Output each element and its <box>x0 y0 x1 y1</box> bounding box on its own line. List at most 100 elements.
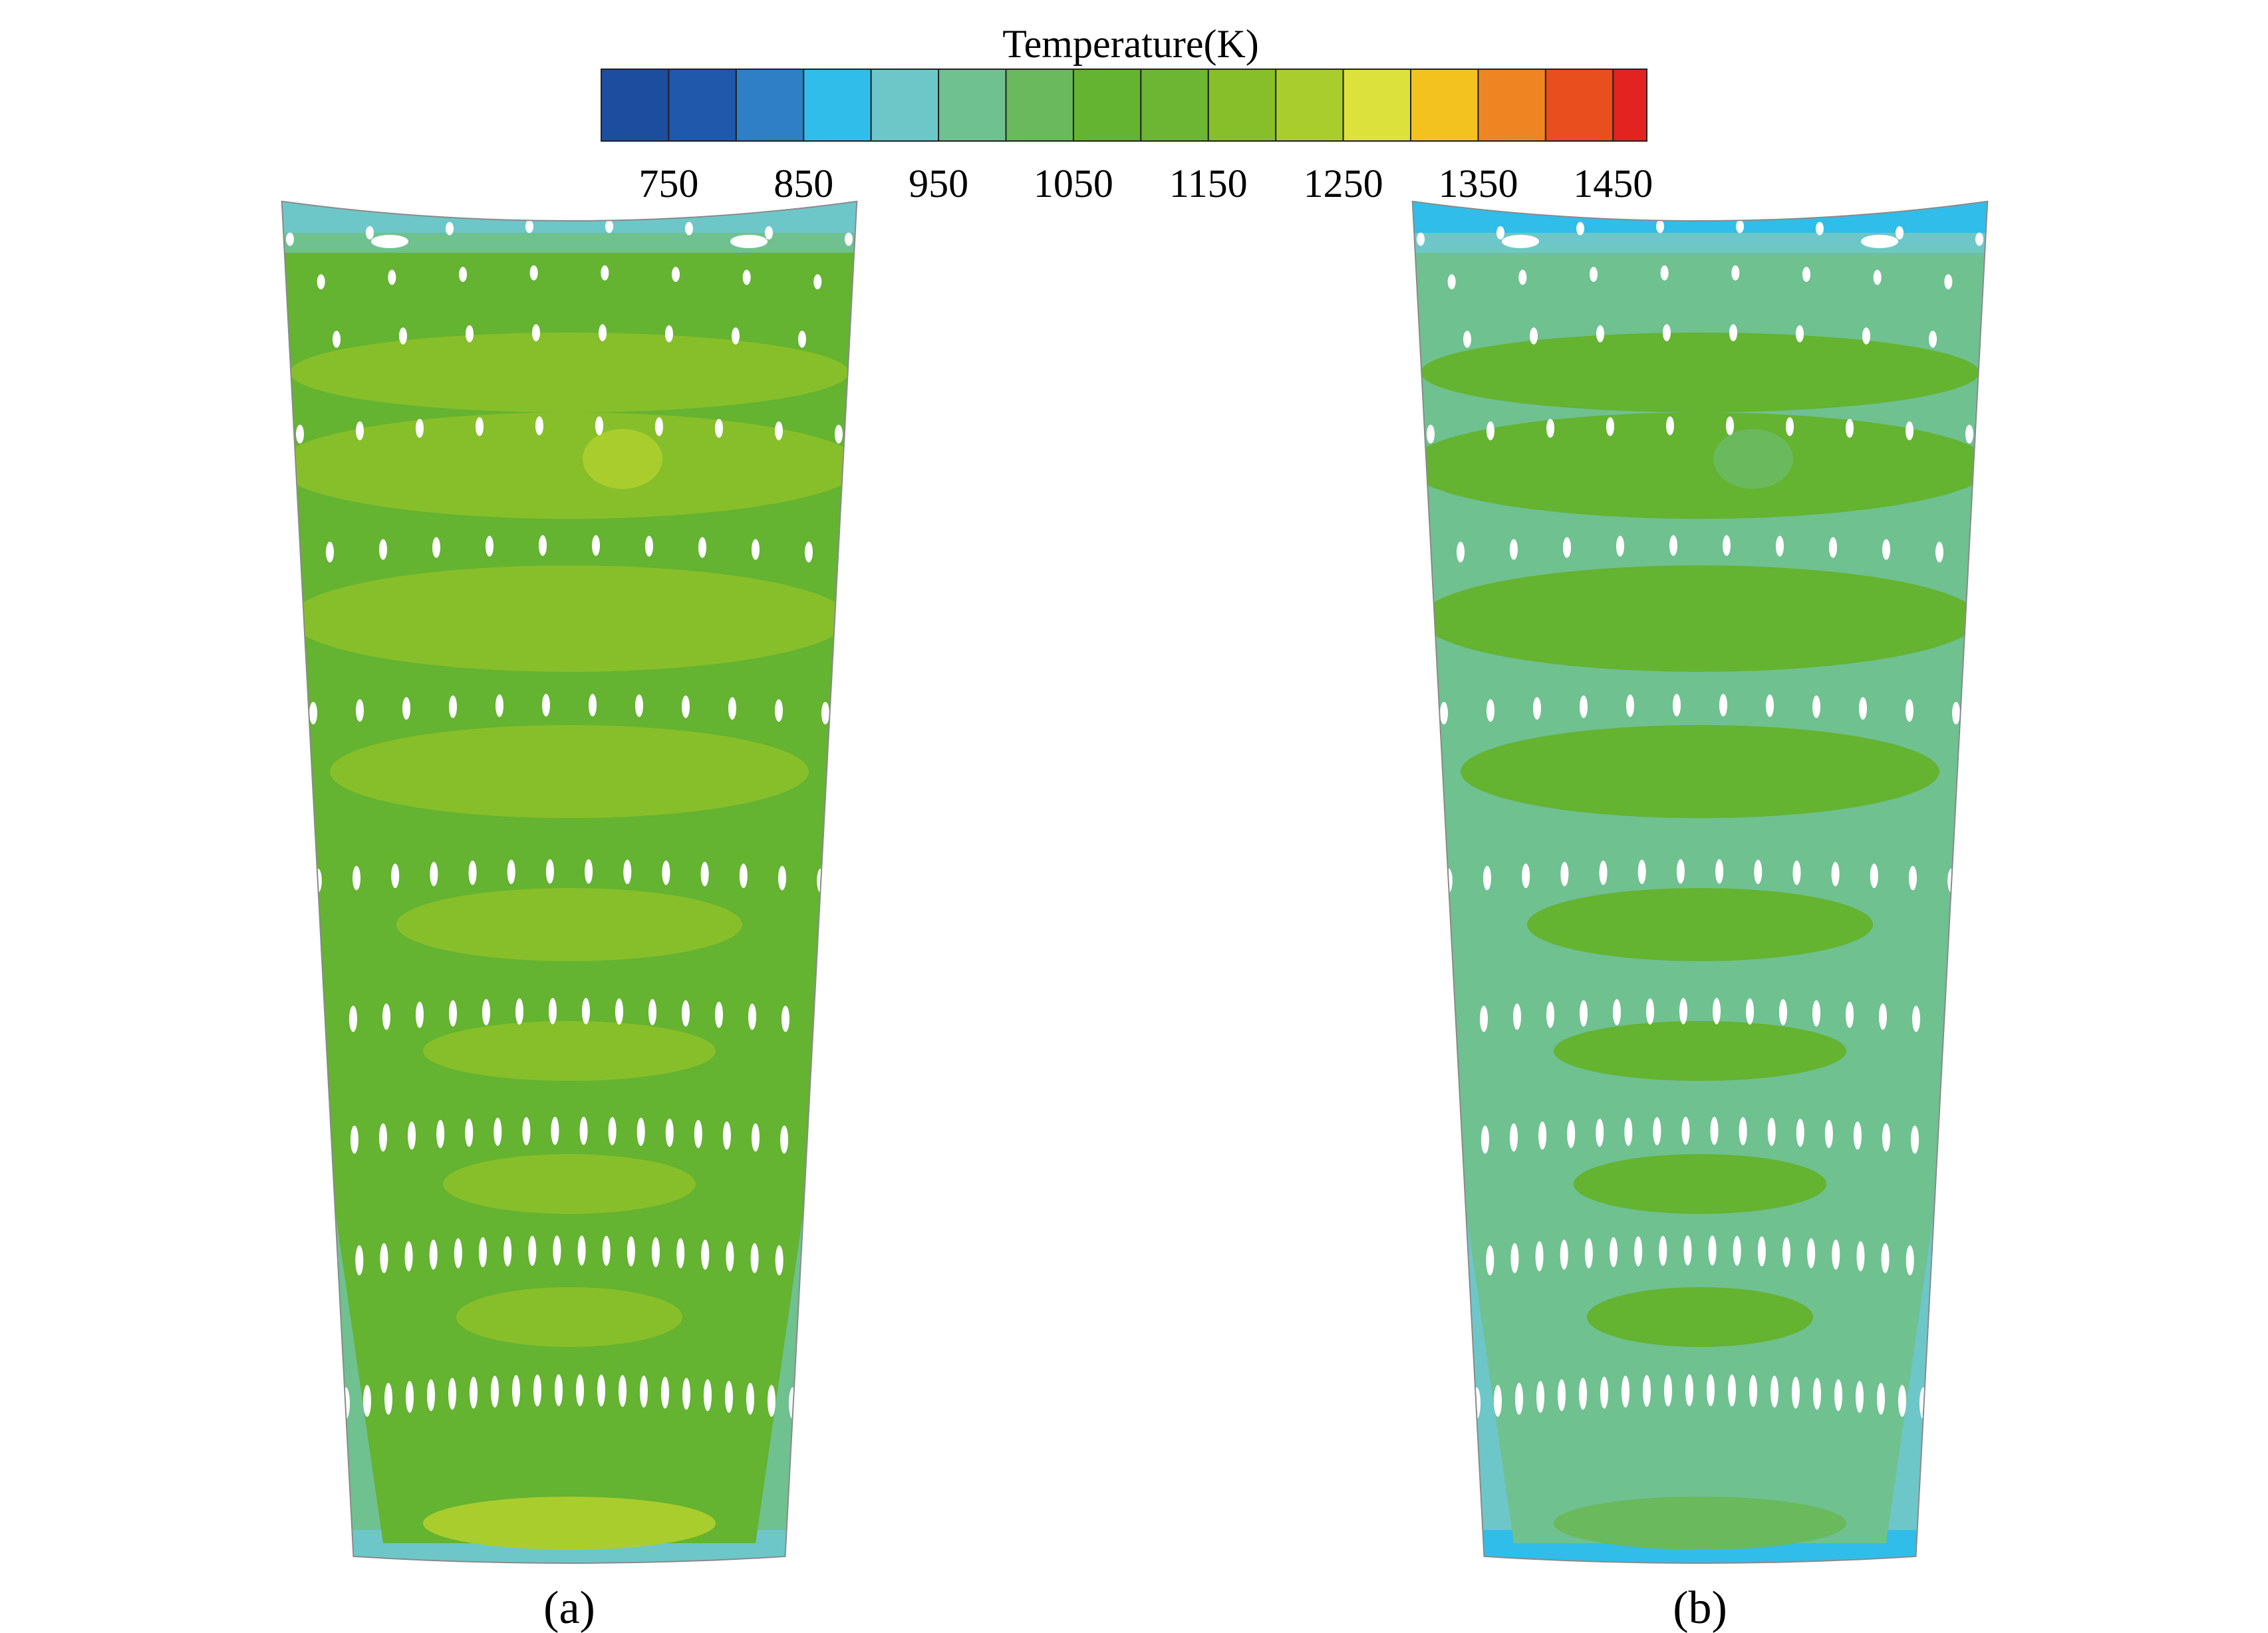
colorbar-band-1 <box>668 69 737 142</box>
cooling-hole <box>1347 709 1355 732</box>
cooling-hole <box>273 545 281 565</box>
cooling-hole <box>582 998 590 1024</box>
cooling-hole <box>553 1235 561 1266</box>
cooling-hole <box>1347 1018 1355 1045</box>
cooling-hole <box>1906 699 1914 722</box>
cooling-hole <box>1622 1376 1630 1408</box>
cooling-hole <box>321 1127 330 1157</box>
cooling-hole <box>1656 220 1664 233</box>
cooling-hole <box>503 1236 512 1266</box>
cooling-hole <box>479 1237 487 1268</box>
cooling-hole <box>1832 1239 1840 1270</box>
cooling-hole <box>1314 1022 1322 1049</box>
cooling-hole <box>1522 863 1530 889</box>
cooling-hole <box>1563 537 1571 558</box>
cooling-hole <box>170 713 178 736</box>
cooling-hole <box>576 1374 584 1407</box>
cooling-hole <box>539 535 547 556</box>
cooling-hole <box>698 537 706 558</box>
cooling-hole <box>1945 1008 1953 1035</box>
cooling-hole <box>1496 226 1504 239</box>
cooling-hole <box>113 559 121 579</box>
cooling-hole <box>281 1396 286 1428</box>
cooling-hole <box>1300 713 1308 736</box>
cooling-hole <box>1510 1123 1518 1152</box>
cooling-hole <box>1660 265 1669 281</box>
cooling-hole <box>430 861 438 887</box>
cooling-hole <box>881 1014 889 1041</box>
cooling-hole <box>1856 1241 1865 1272</box>
panel-0-hot-zone-6 <box>443 1154 696 1214</box>
contour-panel-b <box>1300 200 2094 1564</box>
cooling-hole <box>1673 694 1681 717</box>
cooling-hole <box>1018 559 1026 579</box>
panel-1-hot-zone-5 <box>1554 1021 1846 1081</box>
cooling-hole <box>355 1245 364 1276</box>
cooling-hole <box>1749 1375 1757 1408</box>
cooling-hole <box>1952 702 1960 725</box>
cooling-hole <box>1912 1005 1920 1032</box>
cooling-hole <box>382 1003 390 1030</box>
cooling-hole <box>602 1235 611 1266</box>
cooling-hole <box>216 709 224 732</box>
cooling-hole <box>1853 1121 1862 1150</box>
cooling-hole <box>1975 232 1983 246</box>
cooling-hole <box>522 1117 531 1145</box>
panel-1-hot-zone-4 <box>1527 888 1873 961</box>
cooling-hole <box>933 879 941 903</box>
panel-0-hot-zone-4 <box>396 888 742 961</box>
cooling-hole <box>1715 859 1724 884</box>
cooling-hole <box>1879 1003 1887 1030</box>
cooling-hole <box>809 1127 817 1157</box>
cooling-hole <box>821 702 829 725</box>
cooling-hole <box>257 1399 265 1431</box>
cooling-hole <box>748 1003 756 1030</box>
cooling-hole <box>1989 545 1997 565</box>
cooling-hole <box>1939 1127 1948 1157</box>
cooling-hole <box>281 1253 289 1284</box>
cooling-hole <box>915 709 922 732</box>
cooling-hole <box>2086 287 2094 303</box>
cooling-hole <box>2055 241 2063 254</box>
cooling-hole <box>1881 1243 1890 1274</box>
cooling-hole <box>549 998 557 1024</box>
cooling-hole <box>2012 1014 2020 1041</box>
cooling-hole <box>1580 695 1588 718</box>
cooling-hole <box>263 705 271 728</box>
colorbar-band-11 <box>1342 69 1412 142</box>
colorbar-band-10 <box>1275 69 1344 142</box>
cooling-hole <box>1395 1134 1403 1162</box>
cooling-hole <box>1330 341 1338 358</box>
colorbar-band-5 <box>938 69 1007 142</box>
cooling-hole <box>436 1119 445 1148</box>
cooling-hole <box>1792 860 1801 885</box>
cooling-hole <box>1515 1382 1523 1415</box>
cooling-hole <box>1653 1117 1661 1145</box>
cooling-hole <box>232 1261 240 1290</box>
cooling-hole <box>948 1022 956 1049</box>
cooling-hole <box>1403 545 1411 565</box>
cooling-hole <box>1567 1119 1576 1148</box>
cooling-hole <box>1824 1119 1833 1148</box>
cooling-hole <box>1417 232 1425 246</box>
cooling-hole <box>1733 1235 1741 1266</box>
cooling-hole <box>752 539 760 560</box>
cooling-hole <box>246 280 254 295</box>
cooling-hole <box>815 1008 823 1035</box>
cooling-hole <box>1338 1141 1346 1169</box>
cooling-hole <box>964 553 972 574</box>
cooling-hole <box>1412 1396 1417 1428</box>
cooling-hole <box>676 1238 685 1268</box>
cooling-hole <box>956 287 964 303</box>
cooling-hole <box>1664 1374 1672 1407</box>
cooling-hole <box>1533 696 1541 720</box>
cooling-hole <box>1437 1250 1445 1281</box>
cooling-hole <box>1624 1117 1633 1146</box>
cooling-hole <box>333 331 341 348</box>
cooling-hole <box>874 1399 882 1431</box>
panel-1-hot-zone-3 <box>1461 725 1939 818</box>
cooling-hole <box>605 220 613 233</box>
cooling-hole <box>265 1134 273 1162</box>
cooling-hole <box>1723 535 1731 556</box>
